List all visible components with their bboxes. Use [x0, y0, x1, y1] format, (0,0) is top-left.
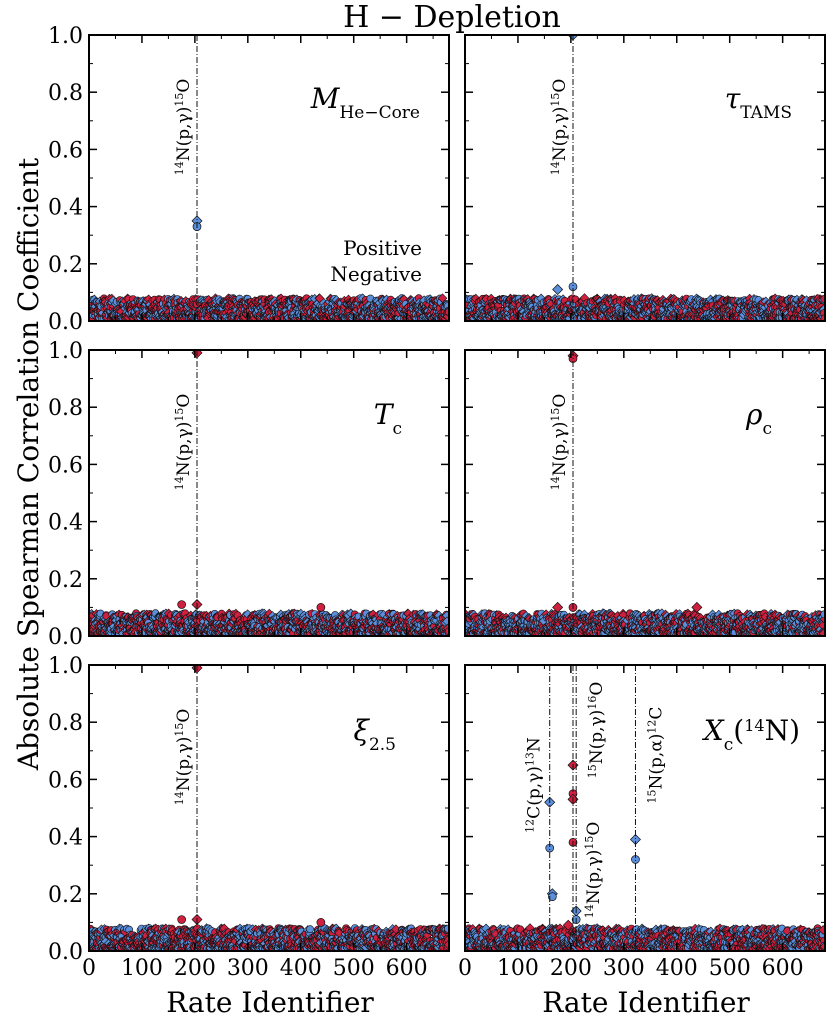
panel-t-c: 0.0 0.2 0.4 0.6 0.8 1.0 Tc 14N(p,γ)15O [48, 339, 450, 650]
data-point-positive [552, 284, 564, 296]
y-axis-label: Absolute Spearman Correlation Coefficien… [12, 157, 45, 771]
y-tick-label: 0.0 [48, 625, 83, 650]
plot-area [465, 35, 825, 321]
y-tick-label: 1.0 [48, 24, 83, 49]
x-axis-label-left: Rate Identifier [166, 986, 374, 1017]
figure-title: H − Depletion [343, 0, 561, 35]
y-tick-label: 0.4 [48, 196, 83, 221]
y-tick-label: 0.6 [48, 453, 83, 478]
data-point-negative [177, 600, 186, 609]
panel-quantity-label: MHe−Core [310, 82, 420, 123]
axes-frame [464, 34, 826, 322]
panel-quantity-label: Tc [374, 398, 402, 439]
y-tick-label: 0.2 [48, 253, 83, 278]
y-tick-label: 0.2 [48, 568, 83, 593]
reaction-label: 14N(p,γ)15O [173, 394, 195, 491]
plot-area [465, 350, 825, 636]
data-point-negative [316, 603, 326, 612]
y-tick-label: 0.4 [48, 511, 83, 536]
reaction-label: 14N(p,γ)15O [173, 79, 195, 176]
y-tick-label: 0.0 [48, 310, 83, 335]
y-tick-label: 0.6 [48, 138, 83, 163]
panel-quantity-label: τTAMS [725, 82, 792, 123]
y-tick-label: 0.8 [48, 81, 83, 106]
reaction-label: 14N(p,γ)15O [549, 79, 571, 176]
y-tick-label: 1.0 [48, 339, 83, 364]
y-tick-label: 0.8 [48, 396, 83, 421]
axes-frame [88, 349, 450, 637]
panel-m-he-core: 0.0 0.2 0.4 0.6 0.8 1.0 MHe−Core 14N(p,γ)15O [48, 24, 450, 335]
plot-area [89, 350, 449, 636]
panel-tau-tams: τTAMS 14N(p,γ)15O [464, 34, 826, 322]
x-axis-label-right: Rate Identifier [542, 986, 750, 1017]
